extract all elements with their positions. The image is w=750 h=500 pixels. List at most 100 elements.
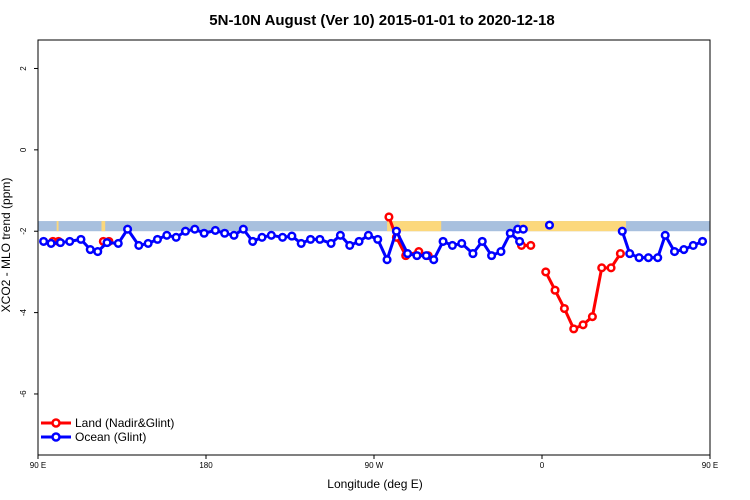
data-point: [457, 238, 467, 248]
x-tick-label: 180: [199, 461, 213, 470]
data-point: [496, 247, 506, 257]
axis-ticks: 90 E 180 90 W 0 90 E 2 0 -2 -4 -6: [19, 66, 718, 470]
y-tick-label: -6: [19, 390, 28, 398]
data-point: [113, 238, 123, 248]
data-point: [669, 247, 680, 257]
data-point: [257, 232, 267, 242]
data-point: [606, 263, 616, 273]
series-line: [432, 231, 521, 261]
y-axis-label: XCO2 - MLO trend (ppm): [0, 178, 13, 313]
x-tick-label: 0: [540, 461, 545, 470]
series-land-nadir-glint: [48, 212, 625, 334]
legend-label-land-nadir-glint: Land (Nadir&Glint): [75, 416, 174, 430]
data-point: [46, 238, 56, 248]
x-tick-label: 90 E: [702, 461, 718, 470]
x-tick-label: 90 E: [30, 461, 46, 470]
data-point: [134, 240, 144, 251]
data-point: [550, 285, 560, 295]
plot-frame: [37, 39, 711, 456]
data-point: [39, 236, 49, 246]
data-point: [515, 236, 525, 246]
data-point: [171, 232, 181, 242]
data-point: [382, 255, 392, 265]
data-point: [384, 212, 394, 222]
data-point: [315, 234, 325, 244]
data-point: [373, 234, 383, 244]
y-tick-label: -2: [19, 227, 28, 235]
legend-marker-land-nadir-glint: [51, 418, 61, 428]
data-point: [76, 234, 86, 244]
data-point: [85, 244, 95, 255]
data-point: [421, 251, 431, 261]
data-point: [102, 238, 112, 248]
data-point: [518, 224, 528, 234]
data-point: [597, 263, 607, 273]
surface-strip-land-2: [387, 221, 442, 232]
data-point: [162, 230, 172, 240]
data-point: [180, 226, 191, 236]
data-point: [412, 251, 422, 261]
data-point: [688, 240, 698, 251]
data-point: [587, 312, 597, 322]
data-point: [152, 234, 163, 244]
y-tick-label: 2: [19, 66, 28, 71]
data-point: [287, 231, 297, 241]
data-point: [363, 230, 373, 240]
data-point: [391, 226, 401, 236]
data-point: [438, 236, 448, 246]
legend-marker-ocean-glint: [51, 432, 61, 442]
data-point: [653, 253, 663, 263]
data-point: [305, 234, 316, 244]
surface-strip-land-3: [519, 221, 626, 232]
x-tick-label: 90 W: [365, 461, 384, 470]
surface-strip-land-0: [56, 221, 59, 232]
data-point: [65, 236, 75, 246]
data-point: [190, 224, 200, 234]
data-point: [468, 249, 478, 259]
data-point: [569, 324, 579, 334]
surface-strip-ocean: [38, 221, 710, 232]
data-point: [447, 240, 457, 251]
data-point: [220, 228, 230, 238]
legend: Land (Nadir&Glint)Ocean (Glint): [41, 416, 174, 444]
data-point: [660, 230, 670, 240]
data-point: [326, 238, 336, 248]
data-point: [615, 249, 625, 259]
data-point: [229, 230, 239, 240]
data-point: [617, 226, 627, 236]
data-point: [199, 228, 209, 238]
data-point: [123, 224, 133, 234]
data-point: [93, 247, 103, 257]
surface-strip-land-1: [101, 221, 106, 232]
y-tick-label: 0: [19, 147, 28, 152]
data-point: [238, 224, 248, 234]
data-point: [143, 238, 153, 248]
data-point: [487, 251, 497, 261]
data-point: [429, 255, 439, 265]
x-axis-label: Longitude (deg E): [327, 477, 422, 491]
surface-strip: [38, 221, 710, 232]
data-point: [625, 249, 635, 259]
data-point: [55, 238, 65, 248]
data-point: [335, 230, 345, 240]
legend-label-ocean-glint: Ocean (Glint): [75, 430, 146, 444]
data-point: [559, 303, 569, 314]
series-layer: [39, 212, 708, 334]
data-point: [266, 230, 276, 240]
data-point: [541, 267, 551, 277]
data-point: [345, 240, 355, 251]
data-point: [248, 236, 258, 246]
data-point: [578, 320, 588, 330]
data-point: [679, 244, 689, 255]
data-point: [505, 228, 515, 238]
data-point: [354, 236, 364, 246]
series-ocean-glint: [39, 220, 708, 265]
data-point: [277, 232, 288, 242]
data-point: [296, 238, 306, 248]
data-point: [697, 236, 708, 246]
data-point: [634, 253, 644, 263]
series-line: [620, 230, 704, 260]
y-tick-label: -4: [19, 308, 28, 316]
